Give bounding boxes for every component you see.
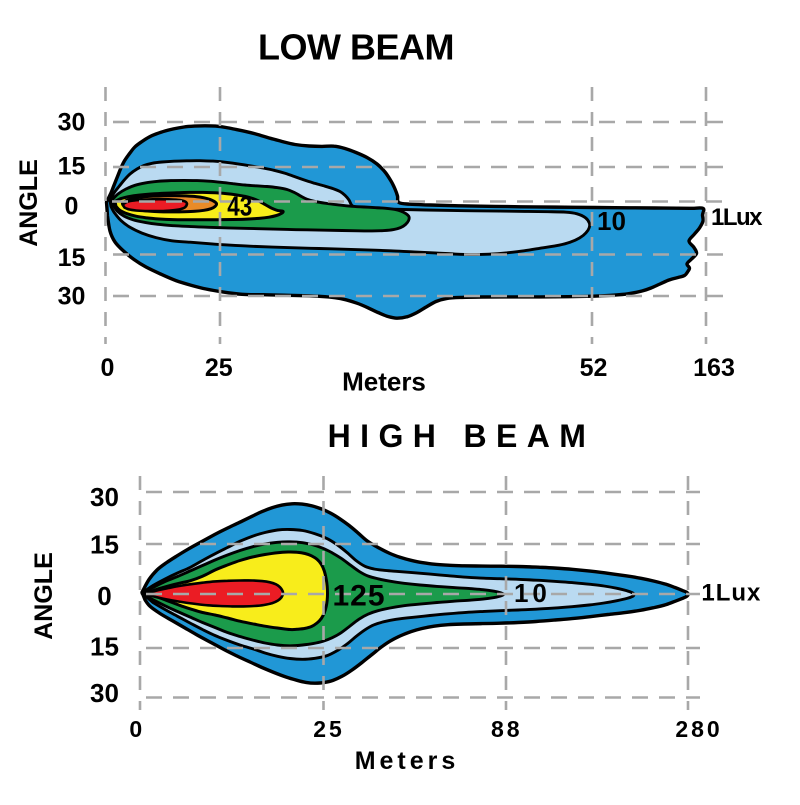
svg-text:15: 15 [58, 153, 86, 181]
svg-text:0: 0 [129, 716, 145, 742]
svg-text:52: 52 [580, 354, 608, 382]
svg-text:ANGLE: ANGLE [30, 552, 58, 640]
svg-text:0: 0 [97, 581, 111, 611]
svg-text:LOW BEAM: LOW BEAM [258, 27, 454, 68]
svg-text:125: 125 [332, 580, 385, 613]
svg-text:Meters: Meters [355, 747, 460, 775]
svg-text:0: 0 [65, 193, 79, 221]
svg-text:Meters: Meters [342, 367, 426, 397]
svg-text:15: 15 [58, 244, 86, 272]
svg-text:88: 88 [491, 716, 523, 742]
svg-text:163: 163 [693, 354, 735, 382]
svg-text:10: 10 [597, 206, 626, 236]
svg-text:0: 0 [101, 354, 115, 382]
svg-text:43: 43 [227, 190, 252, 221]
svg-text:30: 30 [58, 109, 86, 137]
svg-text:10: 10 [514, 578, 551, 608]
svg-text:ANGLE: ANGLE [15, 159, 43, 247]
svg-text:HIGH BEAM: HIGH BEAM [328, 418, 596, 454]
svg-text:25: 25 [313, 716, 345, 742]
svg-text:25: 25 [205, 354, 233, 382]
svg-text:15: 15 [90, 529, 119, 559]
svg-text:15: 15 [90, 631, 119, 661]
svg-text:30: 30 [90, 678, 119, 708]
svg-text:30: 30 [58, 283, 86, 311]
svg-text:280: 280 [675, 716, 722, 742]
svg-text:1Lux: 1Lux [701, 580, 761, 607]
svg-text:1Lux: 1Lux [711, 204, 763, 231]
svg-text:30: 30 [90, 482, 119, 512]
